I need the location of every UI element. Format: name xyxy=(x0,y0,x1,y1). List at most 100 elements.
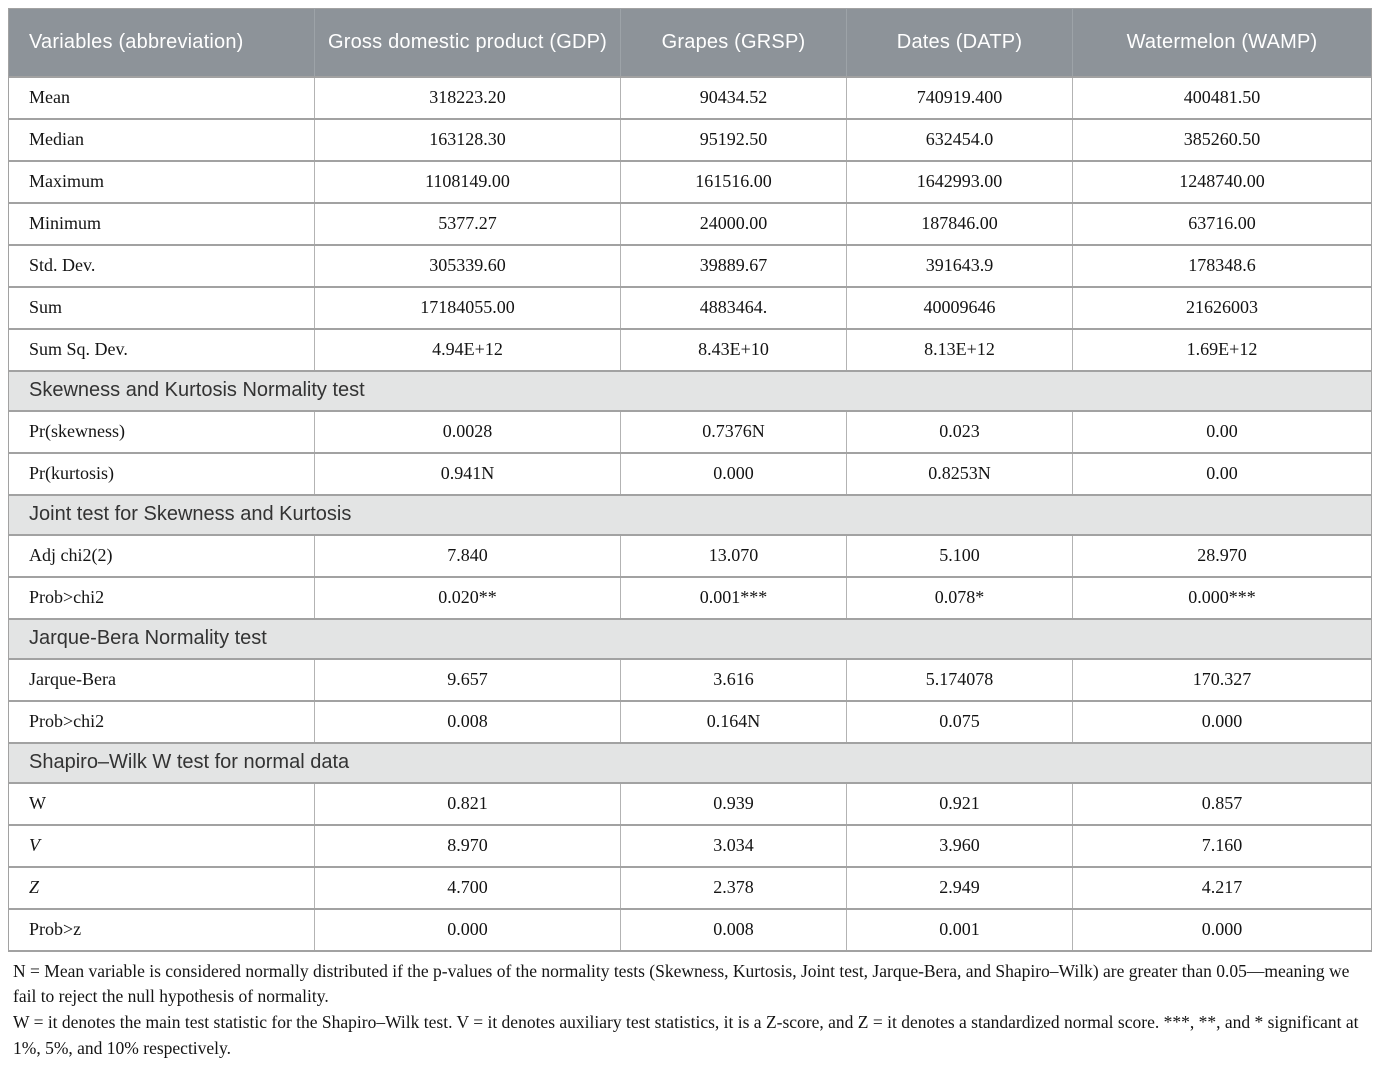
cell-value: 4.94E+12 xyxy=(314,328,621,372)
section-header-label: Shapiro–Wilk W test for normal data xyxy=(8,742,1372,784)
cell-value: 5.100 xyxy=(846,534,1073,578)
row-label: V xyxy=(8,824,315,868)
cell-value: 187846.00 xyxy=(846,202,1073,246)
cell-value: 0.001 xyxy=(846,908,1073,952)
cell-value: 5.174078 xyxy=(846,658,1073,702)
cell-value: 3.960 xyxy=(846,824,1073,868)
cell-value: 0.075 xyxy=(846,700,1073,744)
table-row-pr-kurtosis: Pr(kurtosis) 0.941N 0.000 0.8253N 0.00 xyxy=(8,452,1372,496)
cell-value: 90434.52 xyxy=(620,76,847,120)
section-header-label: Skewness and Kurtosis Normality test xyxy=(8,370,1372,412)
cell-value: 0.000 xyxy=(1072,700,1372,744)
row-label: Maximum xyxy=(8,160,315,204)
table-row-pr-skewness: Pr(skewness) 0.0028 0.7376N 0.023 0.00 xyxy=(8,410,1372,454)
cell-value: 3.034 xyxy=(620,824,847,868)
cell-value: 0.000*** xyxy=(1072,576,1372,620)
table-row-w: W 0.821 0.939 0.921 0.857 xyxy=(8,782,1372,826)
cell-value: 95192.50 xyxy=(620,118,847,162)
section-header-joint-test: Joint test for Skewness and Kurtosis xyxy=(8,494,1372,536)
cell-value: 1108149.00 xyxy=(314,160,621,204)
cell-value: 400481.50 xyxy=(1072,76,1372,120)
cell-value: 5377.27 xyxy=(314,202,621,246)
cell-value: 4.217 xyxy=(1072,866,1372,910)
cell-value: 0.023 xyxy=(846,410,1073,454)
cell-value: 0.939 xyxy=(620,782,847,826)
table-row-z: Z 4.700 2.378 2.949 4.217 xyxy=(8,866,1372,910)
table-row-adj-chi2: Adj chi2(2) 7.840 13.070 5.100 28.970 xyxy=(8,534,1372,578)
cell-value: 0.00 xyxy=(1072,452,1372,496)
row-label: Prob>chi2 xyxy=(8,700,315,744)
table-row-median: Median 163128.30 95192.50 632454.0 38526… xyxy=(8,118,1372,162)
footnote-statistics: W = it denotes the main test statistic f… xyxy=(13,1011,1359,1058)
column-header-watermelon: Watermelon (WAMP) xyxy=(1072,8,1372,78)
table-footnotes: N = Mean variable is considered normally… xyxy=(8,952,1371,1062)
cell-value: 178348.6 xyxy=(1072,244,1372,288)
cell-value: 1642993.00 xyxy=(846,160,1073,204)
cell-value: 13.070 xyxy=(620,534,847,578)
cell-value: 39889.67 xyxy=(620,244,847,288)
cell-value: 0.7376N xyxy=(620,410,847,454)
row-label: Prob>chi2 xyxy=(8,576,315,620)
row-label: Minimum xyxy=(8,202,315,246)
cell-value: 17184055.00 xyxy=(314,286,621,330)
cell-value: 318223.20 xyxy=(314,76,621,120)
cell-value: 3.616 xyxy=(620,658,847,702)
cell-value: 0.000 xyxy=(620,452,847,496)
section-header-jarque-bera: Jarque-Bera Normality test xyxy=(8,618,1372,660)
table-row-jarque-bera: Jarque-Bera 9.657 3.616 5.174078 170.327 xyxy=(8,658,1372,702)
column-header-grapes: Grapes (GRSP) xyxy=(620,8,847,78)
row-label: Sum Sq. Dev. xyxy=(8,328,315,372)
column-header-gdp: Gross domestic product (GDP) xyxy=(314,8,621,78)
section-header-shapiro-wilk: Shapiro–Wilk W test for normal data xyxy=(8,742,1372,784)
cell-value: 21626003 xyxy=(1072,286,1372,330)
cell-value: 385260.50 xyxy=(1072,118,1372,162)
cell-value: 0.078* xyxy=(846,576,1073,620)
cell-value: 632454.0 xyxy=(846,118,1073,162)
table-row-minimum: Minimum 5377.27 24000.00 187846.00 63716… xyxy=(8,202,1372,246)
table-row-v: V 8.970 3.034 3.960 7.160 xyxy=(8,824,1372,868)
section-header-skewness-kurtosis: Skewness and Kurtosis Normality test xyxy=(8,370,1372,412)
footnote-normality: N = Mean variable is considered normally… xyxy=(13,960,1350,1007)
header-row: Variables (abbreviation) Gross domestic … xyxy=(8,8,1372,78)
cell-value: 0.857 xyxy=(1072,782,1372,826)
cell-value: 305339.60 xyxy=(314,244,621,288)
cell-value: 7.840 xyxy=(314,534,621,578)
row-label: Jarque-Bera xyxy=(8,658,315,702)
cell-value: 8.970 xyxy=(314,824,621,868)
cell-value: 0.0028 xyxy=(314,410,621,454)
row-label: Sum xyxy=(8,286,315,330)
cell-value: 4883464. xyxy=(620,286,847,330)
column-header-variables: Variables (abbreviation) xyxy=(8,8,315,78)
cell-value: 0.8253N xyxy=(846,452,1073,496)
cell-value: 8.13E+12 xyxy=(846,328,1073,372)
cell-value: 161516.00 xyxy=(620,160,847,204)
table-row-prob-chi2-joint: Prob>chi2 0.020** 0.001*** 0.078* 0.000*… xyxy=(8,576,1372,620)
table-row-sum: Sum 17184055.00 4883464. 40009646 216260… xyxy=(8,286,1372,330)
row-label: Std. Dev. xyxy=(8,244,315,288)
cell-value: 0.000 xyxy=(314,908,621,952)
cell-value: 0.020** xyxy=(314,576,621,620)
cell-value: 163128.30 xyxy=(314,118,621,162)
cell-value: 4.700 xyxy=(314,866,621,910)
descriptive-statistics-table: Variables (abbreviation) Gross domestic … xyxy=(8,8,1372,952)
cell-value: 0.000 xyxy=(1072,908,1372,952)
table-row-mean: Mean 318223.20 90434.52 740919.400 40048… xyxy=(8,76,1372,120)
cell-value: 2.949 xyxy=(846,866,1073,910)
cell-value: 0.821 xyxy=(314,782,621,826)
row-label: Pr(kurtosis) xyxy=(8,452,315,496)
cell-value: 24000.00 xyxy=(620,202,847,246)
row-label: Median xyxy=(8,118,315,162)
cell-value: 170.327 xyxy=(1072,658,1372,702)
paper-table-figure: Variables (abbreviation) Gross domestic … xyxy=(8,8,1372,1062)
cell-value: 0.164N xyxy=(620,700,847,744)
section-header-label: Joint test for Skewness and Kurtosis xyxy=(8,494,1372,536)
table-header: Variables (abbreviation) Gross domestic … xyxy=(8,8,1372,78)
cell-value: 1.69E+12 xyxy=(1072,328,1372,372)
column-header-dates: Dates (DATP) xyxy=(846,8,1073,78)
cell-value: 8.43E+10 xyxy=(620,328,847,372)
row-label: Z xyxy=(8,866,315,910)
cell-value: 63716.00 xyxy=(1072,202,1372,246)
cell-value: 9.657 xyxy=(314,658,621,702)
row-label: Mean xyxy=(8,76,315,120)
cell-value: 1248740.00 xyxy=(1072,160,1372,204)
